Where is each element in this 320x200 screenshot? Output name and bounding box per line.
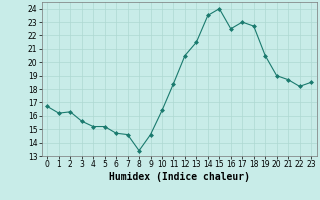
- X-axis label: Humidex (Indice chaleur): Humidex (Indice chaleur): [109, 172, 250, 182]
